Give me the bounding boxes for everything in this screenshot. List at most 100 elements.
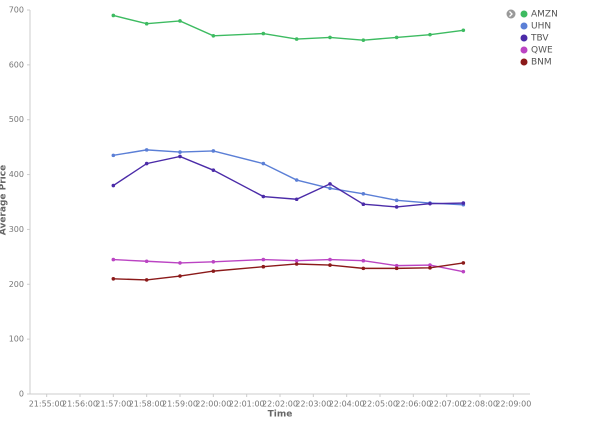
- data-point: [211, 269, 216, 273]
- y-tick-label: 500: [9, 115, 24, 124]
- y-tick-label: 700: [9, 6, 24, 15]
- legend-marker: [520, 22, 528, 30]
- x-tick-label: 22:04:00: [329, 400, 365, 409]
- data-point: [361, 191, 366, 196]
- data-point: [428, 201, 432, 206]
- y-tick-label: 100: [9, 335, 24, 344]
- data-point: [144, 21, 149, 26]
- data-point: [178, 154, 182, 159]
- x-tick-label: 22:03:00: [295, 400, 331, 409]
- data-point: [361, 202, 366, 206]
- legend-item[interactable]: AMZN: [520, 10, 558, 20]
- legend-marker: [520, 34, 528, 42]
- data-point: [394, 266, 399, 271]
- data-point: [461, 201, 466, 205]
- data-point: [211, 33, 216, 38]
- data-point: [394, 35, 399, 40]
- data-point: [178, 274, 182, 278]
- legend-label: BNM: [531, 58, 552, 68]
- legend-toggle[interactable]: [506, 9, 516, 19]
- y-tick-label: 0: [19, 390, 24, 399]
- legend-label: AMZN: [531, 10, 558, 20]
- data-point: [211, 149, 216, 153]
- data-point: [211, 168, 216, 172]
- legend-marker: [520, 58, 528, 66]
- data-point: [361, 266, 366, 271]
- x-tick-label: 22:07:00: [429, 400, 465, 409]
- series-line: [113, 149, 464, 206]
- x-tick-label: 21:55:00: [29, 400, 65, 409]
- data-point: [111, 257, 116, 262]
- data-point: [144, 161, 149, 166]
- x-tick-label: 22:05:00: [362, 400, 398, 409]
- data-point: [261, 194, 266, 199]
- legend-label: QWE: [531, 46, 553, 56]
- x-tick-label: 21:58:00: [129, 400, 165, 409]
- legend-marker: [520, 10, 528, 18]
- x-tick-label: 22:08:00: [462, 400, 498, 409]
- data-point: [294, 258, 299, 263]
- legend-item[interactable]: QWE: [520, 46, 553, 56]
- data-point: [428, 263, 432, 267]
- data-point: [328, 257, 332, 262]
- x-tick-label: 22:00:00: [195, 400, 231, 409]
- data-point: [294, 197, 299, 202]
- data-point: [294, 37, 299, 41]
- data-point: [394, 205, 399, 209]
- legend-marker: [520, 46, 528, 54]
- data-point: [261, 257, 266, 262]
- data-point: [361, 258, 366, 263]
- x-tick-label: 21:57:00: [95, 400, 131, 409]
- data-point: [144, 278, 149, 282]
- y-tick-label: 600: [9, 60, 24, 69]
- x-tick-label: 22:09:00: [495, 400, 531, 409]
- x-tick-label: 22:06:00: [395, 400, 431, 409]
- data-point: [111, 153, 116, 158]
- data-point: [394, 263, 399, 268]
- data-point: [461, 261, 466, 265]
- legend-label: TBV: [530, 34, 549, 44]
- data-point: [144, 148, 149, 152]
- data-point: [111, 13, 116, 18]
- legend-item[interactable]: TBV: [520, 34, 550, 44]
- x-axis-title: Time: [268, 410, 293, 420]
- series-line: [113, 258, 464, 273]
- data-point: [144, 259, 149, 264]
- series-line: [112, 155, 464, 208]
- legend-label: UHN: [531, 22, 551, 32]
- data-point: [461, 269, 466, 274]
- y-tick-label: 200: [9, 280, 24, 289]
- x-tick-label: 22:01:00: [229, 400, 265, 409]
- data-point: [294, 262, 299, 266]
- legend-item[interactable]: UHN: [520, 22, 552, 32]
- data-point: [261, 161, 266, 166]
- x-tick-label: 21:59:00: [162, 400, 198, 409]
- data-point: [328, 182, 332, 186]
- data-point: [361, 38, 366, 42]
- data-point: [261, 31, 266, 36]
- data-point: [261, 264, 266, 269]
- data-point: [428, 32, 432, 37]
- data-point: [328, 35, 332, 40]
- data-point: [111, 277, 116, 281]
- data-point: [461, 28, 466, 33]
- data-point: [178, 150, 182, 154]
- data-point: [178, 19, 182, 23]
- data-point: [178, 261, 182, 265]
- y-tick-label: 300: [9, 225, 24, 234]
- x-tick-label: 21:56:00: [62, 400, 98, 409]
- legend-item[interactable]: BNM: [520, 58, 552, 68]
- y-tick-label: 400: [9, 170, 24, 179]
- x-tick-label: 22:02:00: [262, 400, 298, 409]
- data-point: [211, 259, 216, 264]
- data-point: [328, 263, 332, 267]
- data-point: [394, 198, 399, 203]
- data-point: [111, 183, 116, 188]
- data-point: [328, 186, 332, 191]
- legend: AMZN UHN TBV QWE BNM: [520, 10, 558, 68]
- data-point: [428, 266, 432, 270]
- data-point: [294, 178, 299, 182]
- y-axis-title: Average Price: [0, 165, 9, 235]
- series-line: [113, 14, 464, 41]
